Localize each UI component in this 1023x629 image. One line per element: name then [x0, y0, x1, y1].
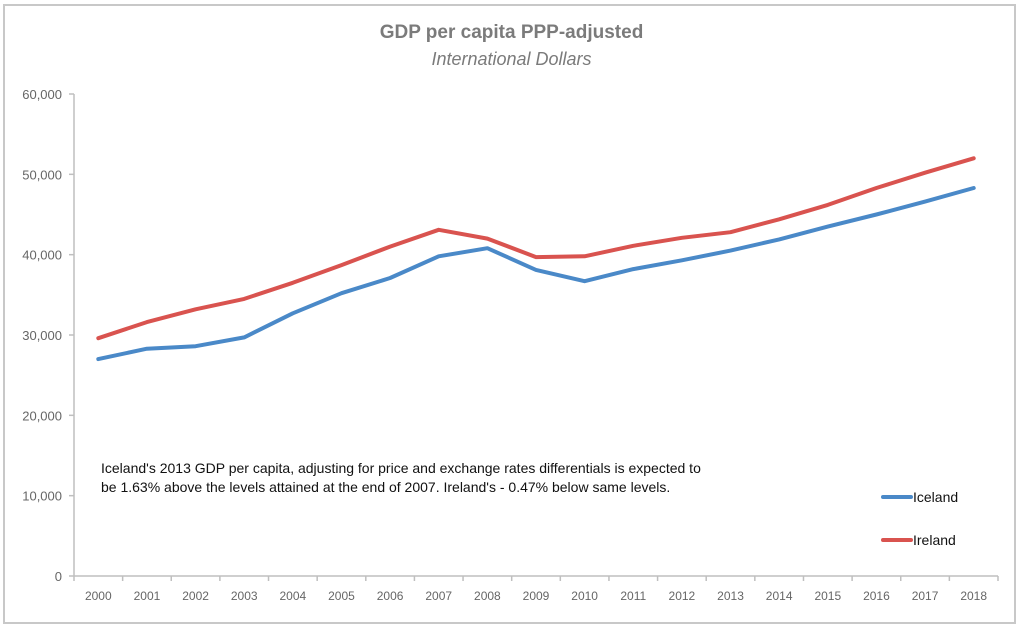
x-axis-ticks: 2000 2001 2002 2003 2004 2005 2006 2007 2008 2009… [73, 576, 999, 603]
series-lines [96, 156, 976, 362]
legend-item-iceland[interactable]: Iceland [881, 486, 958, 508]
legend-swatch-iceland [881, 495, 913, 499]
legend: Iceland Ireland [881, 486, 958, 572]
x-tick-label: 2001 [134, 589, 161, 603]
x-tick-label: 2009 [523, 589, 550, 603]
legend-label-iceland: Iceland [913, 489, 959, 505]
series-line-iceland [96, 186, 976, 362]
x-tick-label: 2000 [85, 589, 112, 603]
x-tick-label: 2012 [669, 589, 696, 603]
x-tick-label: 2007 [425, 589, 452, 603]
y-tick-label: 10,000 [22, 489, 62, 504]
y-tick-label: 30,000 [22, 328, 62, 343]
x-tick-label: 2018 [960, 589, 987, 603]
x-tick-label: 2006 [377, 589, 404, 603]
x-tick-label: 2011 [620, 589, 646, 603]
chart-annotation: Iceland's 2013 GDP per capita, adjusting… [101, 460, 701, 495]
x-tick-label: 2008 [474, 589, 501, 603]
y-axis-ticks: 0 10,000 20,000 30,000 40,000 50,000 60,000 [22, 87, 74, 584]
y-tick-label: 20,000 [22, 408, 62, 423]
x-tick-label: 2010 [571, 589, 598, 603]
legend-item-ireland[interactable]: Ireland [881, 529, 958, 551]
y-tick-label: 40,000 [22, 248, 62, 263]
x-tick-label: 2017 [912, 589, 939, 603]
chart-title: GDP per capita PPP-adjusted [379, 22, 644, 43]
chart-subtitle: International Dollars [431, 49, 592, 69]
x-tick-label: 2014 [766, 589, 793, 603]
y-tick-label: 0 [55, 569, 62, 584]
x-tick-label: 2015 [814, 589, 841, 603]
legend-label-ireland: Ireland [913, 532, 956, 548]
y-tick-label: 60,000 [22, 87, 62, 102]
legend-swatch-ireland [881, 538, 913, 542]
series-line-ireland [96, 156, 976, 341]
x-tick-label: 2004 [279, 589, 306, 603]
x-tick-label: 2002 [182, 589, 209, 603]
x-tick-label: 2013 [717, 589, 744, 603]
axes [73, 94, 998, 577]
x-tick-label: 2005 [328, 589, 355, 603]
y-tick-label: 50,000 [22, 167, 62, 182]
x-tick-label: 2003 [231, 589, 258, 603]
x-tick-label: 2016 [863, 589, 890, 603]
